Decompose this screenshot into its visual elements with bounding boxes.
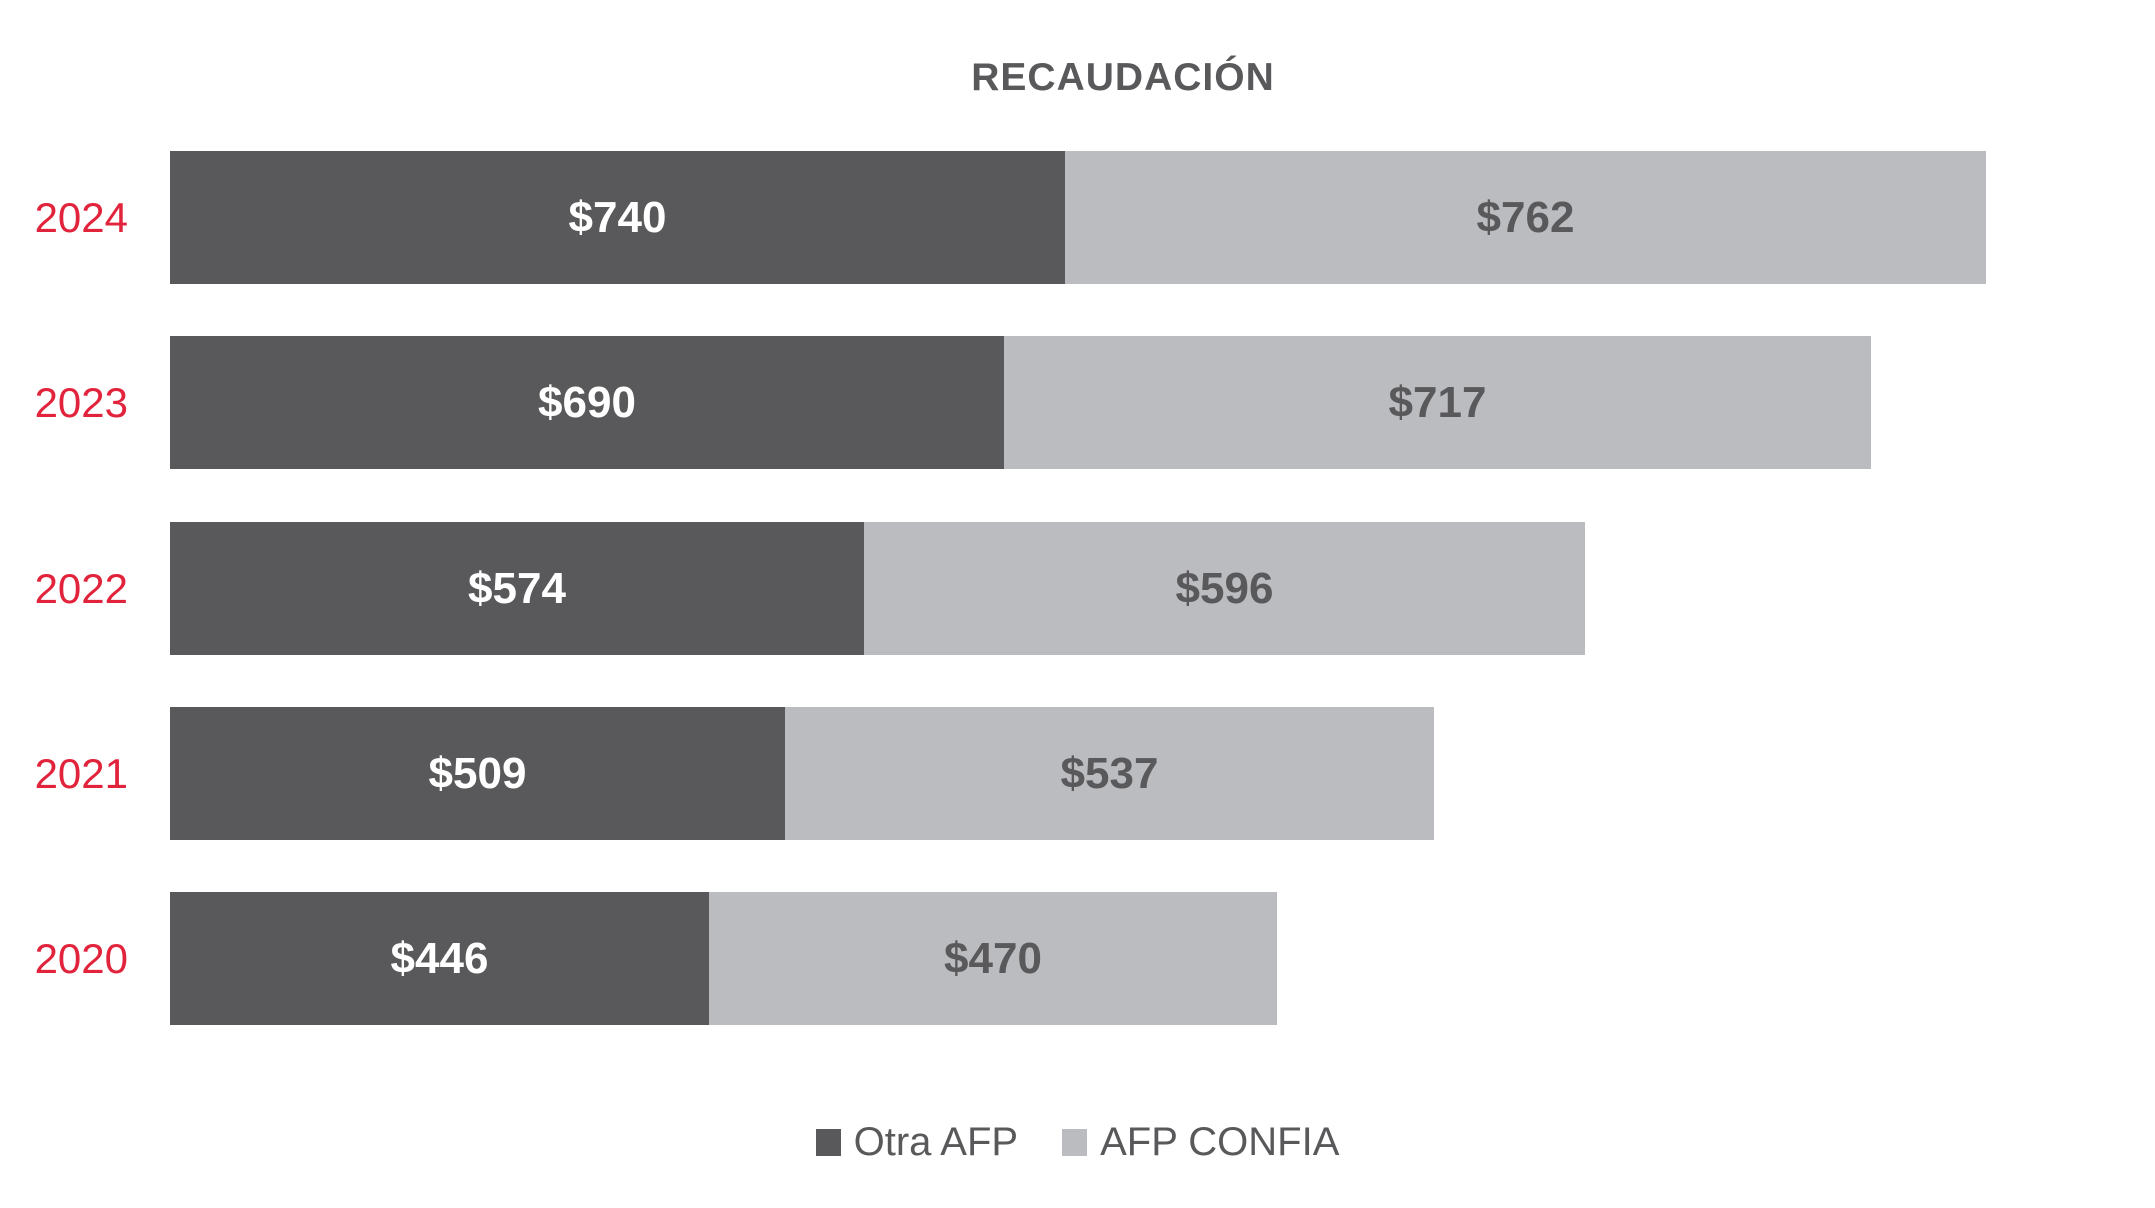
year-label: 2021	[34, 750, 128, 797]
bar-segment-afp-confia: $537	[785, 707, 1434, 840]
bar-row: 2024 $740 $762	[0, 151, 1986, 284]
value-label-otra-afp: $740	[568, 192, 667, 242]
year-label: 2022	[34, 565, 128, 612]
chart-title: RECAUDACIÓN	[971, 56, 1275, 99]
bar-segment-otra-afp: $446	[170, 892, 709, 1025]
legend-label-otra-afp: Otra AFP	[853, 1119, 1019, 1164]
legend-swatch-afp-confia	[1062, 1128, 1088, 1156]
legend: Otra AFP AFP CONFIA	[0, 1112, 2155, 1172]
value-label-afp-confia: $762	[1476, 192, 1575, 242]
bar-segment-afp-confia: $470	[709, 892, 1277, 1025]
bar-row: 2023 $690 $717	[0, 336, 1871, 469]
year-label: 2023	[34, 379, 128, 426]
legend-item-afp-confia: AFP CONFIA	[1062, 1120, 1339, 1165]
value-label-afp-confia: $470	[944, 933, 1042, 983]
value-label-afp-confia: $717	[1388, 377, 1487, 427]
bar-segment-otra-afp: $740	[170, 151, 1065, 284]
legend-swatch-otra-afp	[815, 1128, 841, 1156]
value-label-afp-confia: $596	[1175, 563, 1274, 613]
value-label-otra-afp: $690	[538, 377, 636, 427]
bar-row: 2021 $509 $537	[0, 707, 1434, 840]
bar-segment-otra-afp: $574	[170, 522, 864, 655]
bar-segment-otra-afp: $509	[170, 707, 785, 840]
bar-row: 2022 $574 $596	[0, 522, 1585, 655]
bar-segment-afp-confia: $762	[1065, 151, 1986, 284]
bar-row: 2020 $446 $470	[0, 892, 1277, 1025]
legend-item-otra-afp: Otra AFP	[815, 1119, 1019, 1165]
bar-segment-afp-confia: $717	[1004, 336, 1871, 469]
value-label-otra-afp: $446	[390, 933, 489, 983]
year-label: 2024	[34, 194, 128, 241]
bar-segment-afp-confia: $596	[864, 522, 1585, 655]
value-label-otra-afp: $574	[468, 563, 566, 613]
plot-area: 2024 $740 $762 2023 $690 $717 2022 $574	[0, 151, 1986, 1025]
bar-segment-otra-afp: $690	[170, 336, 1004, 469]
year-label: 2020	[34, 935, 128, 982]
value-label-afp-confia: $537	[1060, 748, 1159, 798]
value-label-otra-afp: $509	[428, 748, 527, 798]
legend-label-afp-confia: AFP CONFIA	[1100, 1119, 1340, 1164]
